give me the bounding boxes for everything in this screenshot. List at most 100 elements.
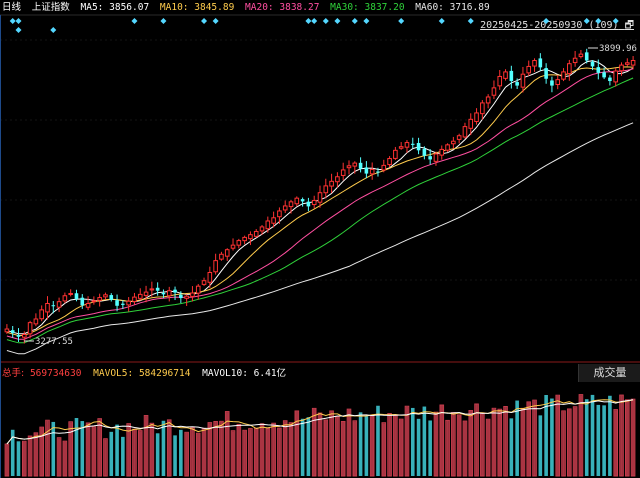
mavol10-label: MAVOL10: — [202, 368, 248, 379]
volume-bar-up-fill — [533, 400, 536, 476]
volume-bar-up-fill — [562, 411, 565, 476]
volume-bar-up-fill — [214, 422, 217, 476]
volume-total: 总手: 569734630 — [2, 368, 81, 379]
volume-bar-down — [509, 418, 514, 476]
volume-bar-up-fill — [382, 423, 386, 476]
signal-diamond — [201, 18, 208, 24]
volume-bar-up-fill — [579, 395, 583, 476]
candle-body-up — [242, 236, 247, 242]
volume-bar-up-fill — [133, 429, 136, 476]
candle-body-down — [51, 305, 56, 307]
candle-body-down — [538, 58, 543, 68]
candle-body-up — [311, 199, 317, 206]
mavol10-line — [6, 399, 634, 445]
candle-body-up — [282, 205, 288, 211]
volume-bar-up-fill — [86, 423, 90, 476]
volume-bar-down — [364, 416, 369, 476]
signal-diamond — [131, 18, 138, 24]
candle-body-up — [219, 253, 224, 260]
volume-bar-up-fill — [498, 409, 502, 476]
signal-diamond — [50, 27, 57, 33]
volume-bar-up-fill — [330, 411, 333, 476]
volume-bar-down — [416, 418, 421, 476]
candle-body-up — [224, 249, 230, 257]
volume-bar-up-fill — [481, 413, 484, 476]
candle-body-down — [80, 297, 85, 306]
volume-bar-up-fill — [614, 410, 618, 476]
volume-total-value: 569734630 — [29, 368, 82, 379]
volume-bar-down — [115, 424, 119, 476]
volume-bar-down — [306, 417, 311, 476]
signal-diamond — [305, 18, 312, 24]
volume-bar-up-fill — [568, 409, 571, 476]
volume-indicator-button[interactable]: 成交量 — [578, 364, 640, 382]
candle-body-down — [416, 142, 421, 151]
candle-body-up — [555, 79, 561, 85]
candle-body-down — [515, 82, 519, 86]
volume-bar-down — [10, 429, 15, 476]
volume-bar-up-fill — [289, 423, 293, 476]
candle-body-up — [433, 153, 439, 162]
candle-body-up — [567, 63, 572, 75]
candle-body-up — [404, 142, 410, 148]
volume-bar-up-fill — [492, 408, 496, 476]
ma20-line — [6, 68, 634, 340]
signal-diamond — [15, 18, 22, 24]
candle-body-up — [520, 73, 526, 88]
date-range-label[interactable]: 20250425-20250930 (109) 🗗 — [480, 18, 634, 35]
candle-body-down — [602, 72, 606, 78]
grid-lines — [0, 14, 640, 478]
ma30-value: 3837.20 — [364, 2, 405, 13]
candle-body-up — [532, 60, 537, 67]
candle-body-up — [271, 217, 276, 224]
candle-body-up — [335, 176, 340, 183]
candle-body-up — [288, 201, 294, 208]
volume-bar-up-fill — [353, 421, 357, 476]
candle-body-up — [578, 53, 584, 58]
date-range-text[interactable]: 20250425-20250930 (109) — [480, 20, 619, 31]
signal-diamond — [351, 18, 358, 24]
candle-body-up — [213, 260, 218, 273]
restore-icon[interactable]: 🗗 — [624, 20, 634, 31]
candle-body-up — [393, 149, 398, 159]
candle-body-up — [561, 71, 566, 80]
volume-bar-down — [121, 436, 125, 476]
candle-body-up — [462, 126, 468, 138]
index-name[interactable]: 上证指数 — [31, 2, 70, 13]
candle-body-up — [201, 280, 207, 285]
signal-diamond — [334, 18, 341, 24]
volume-bar-down — [161, 420, 166, 476]
volume-bar-up-fill — [556, 395, 560, 476]
candle-body-up — [572, 57, 578, 64]
ma10-value: 3845.89 — [194, 2, 235, 13]
volume-bar-up-fill — [469, 411, 473, 476]
candle-body-down — [16, 335, 21, 337]
volume-ma-lines — [6, 399, 634, 445]
volume-bar-up-fill — [440, 405, 444, 476]
candle-body-up — [526, 65, 532, 74]
candle-body-up — [137, 293, 143, 299]
volume-bar-up-fill — [98, 419, 101, 476]
signal-diamond — [467, 18, 474, 24]
volume-bar-up-fill — [231, 431, 235, 476]
volume-bar-up-fill — [127, 424, 130, 476]
volume-bar-up-fill — [405, 406, 409, 476]
ma20-indicator: MA20: 3838.27 — [245, 2, 319, 13]
candle-body-up — [184, 295, 189, 299]
mavol10: MAVOL10: 6.41亿 — [202, 368, 286, 379]
signal-diamond — [311, 18, 318, 24]
candle-body-down — [109, 295, 114, 300]
volume-bar-up-fill — [191, 427, 194, 476]
volume-bar-up-fill — [272, 423, 275, 476]
candle-body-up — [21, 334, 27, 338]
candle-body-up — [45, 303, 50, 313]
candle-body-down — [173, 289, 177, 293]
candle-body-up — [33, 318, 39, 325]
ma30-label: MA30: — [330, 2, 359, 13]
volume-bar-up-fill — [573, 407, 577, 476]
ma60-value: 3716.89 — [449, 2, 490, 13]
volume-bar-up-fill — [167, 420, 171, 476]
candle-body-up — [456, 135, 462, 140]
period-label[interactable]: 日线 — [2, 2, 22, 13]
